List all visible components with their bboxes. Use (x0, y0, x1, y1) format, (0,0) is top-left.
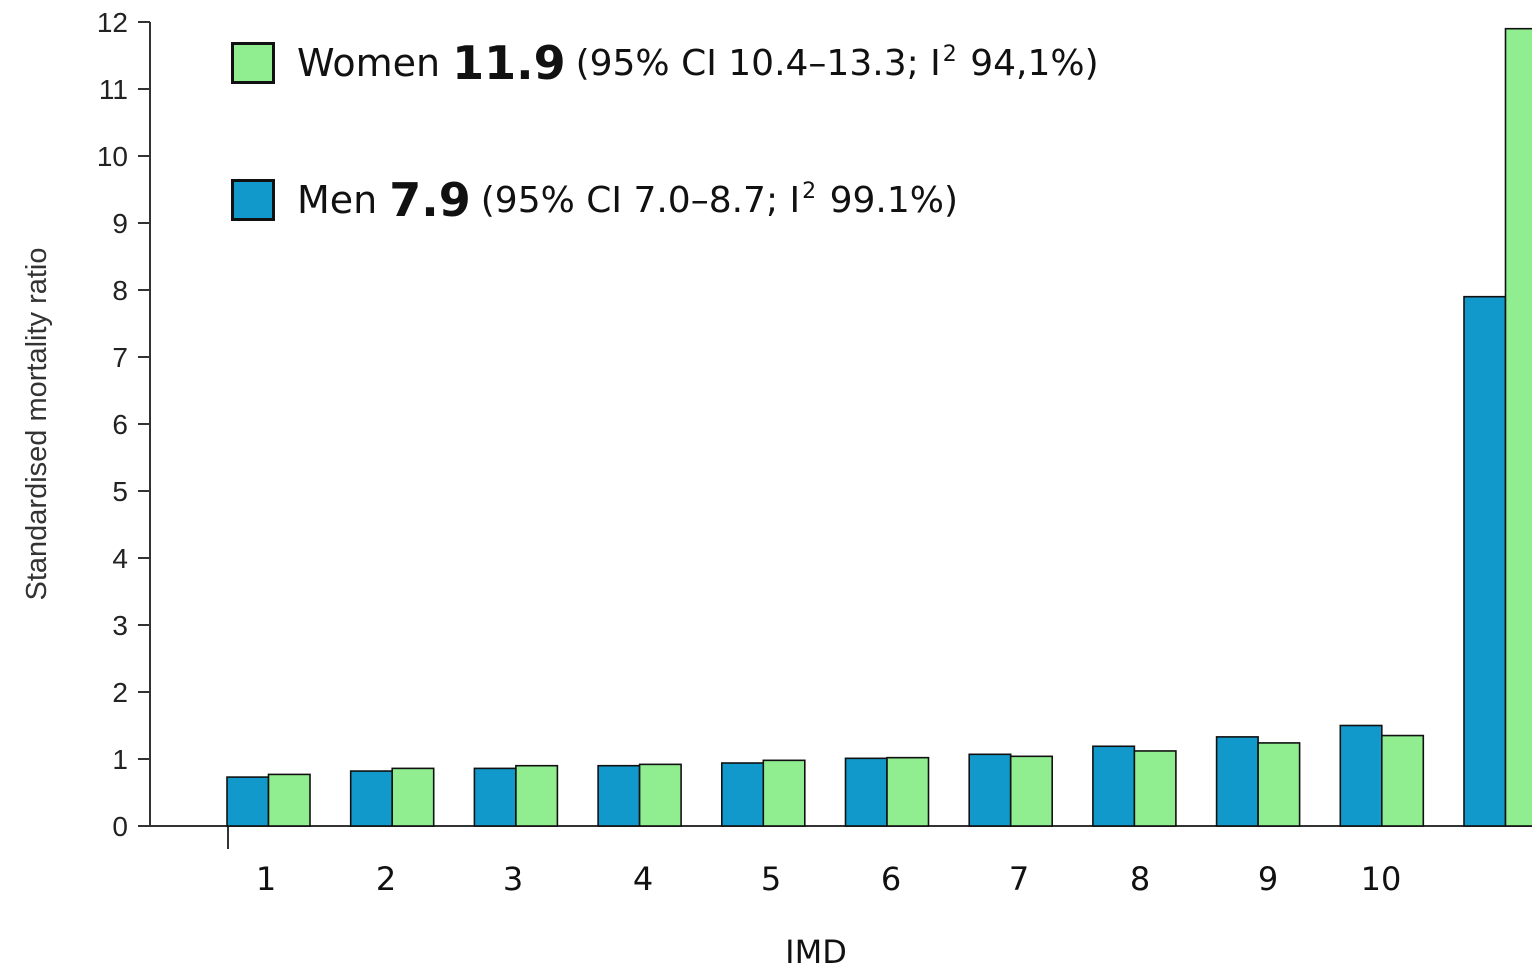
legend-label-men: Men (297, 178, 378, 222)
x-axis: 1 2 3 4 5 6 7 8 9 10 (150, 825, 1532, 898)
legend-ci-open-men: (95% CI 7.0–8.7; I (480, 179, 801, 221)
bar-men-3 (473, 767, 517, 827)
bar-women-10 (1381, 734, 1425, 827)
y-tick-label: 2 (112, 677, 128, 708)
bar-men-last (1463, 295, 1507, 827)
bar-women-8 (1133, 750, 1177, 827)
bar-women-4 (638, 763, 682, 827)
legend-value-women: 11.9 (452, 36, 566, 90)
bar-women-5 (762, 759, 806, 827)
bar-women-7 (1009, 755, 1054, 827)
legend-ci-close-men: 99.1%) (818, 179, 959, 221)
y-tick-label: 1 (112, 744, 128, 775)
x-tick-label: 2 (376, 860, 396, 898)
bar-men-2 (349, 770, 394, 827)
bars (226, 27, 1532, 827)
y-tick-label: 0 (112, 811, 128, 842)
x-axis-title: IMD (785, 933, 847, 971)
x-tick-label: 3 (503, 860, 523, 898)
legend-label-women: Women (297, 41, 441, 85)
bar-men-5 (720, 762, 765, 827)
y-tick-label: 9 (112, 208, 128, 239)
bar-women-2 (391, 767, 435, 827)
y-tick-label: 7 (112, 342, 128, 373)
x-tick-label: 7 (1009, 860, 1029, 898)
bar-women-3 (515, 764, 559, 827)
bar-men-7 (968, 753, 1012, 827)
y-tick-label: 11 (99, 74, 128, 105)
legend-ci-open-women: (95% CI 10.4–13.3; I (575, 42, 941, 84)
x-tick-label: 6 (881, 860, 901, 898)
x-tick-label: 4 (633, 860, 653, 898)
bar-men-6 (844, 757, 888, 827)
x-tick-label: 5 (761, 860, 781, 898)
bar-men-10 (1339, 724, 1383, 827)
legend-swatch-men (231, 179, 275, 221)
bar-men-9 (1215, 736, 1259, 827)
bar-men-8 (1092, 745, 1136, 827)
legend-ci-close-women: 94,1%) (958, 42, 1099, 84)
y-tick-label: 3 (112, 610, 128, 641)
x-tick-label: 1 (256, 860, 276, 898)
x-tick-label: 8 (1130, 860, 1150, 898)
bar-women-1 (267, 773, 311, 827)
y-tick-label: 12 (97, 7, 128, 38)
legend-swatch-women (231, 42, 275, 84)
legend-ci-sup-men: 2 (802, 178, 817, 204)
y-tick-label: 6 (112, 409, 128, 440)
y-tick-label: 8 (112, 275, 128, 306)
x-tick-label: 9 (1258, 860, 1278, 898)
legend-entry-women: Women 11.9 (95% CI 10.4–13.3; I2 94,1%) (231, 36, 1099, 90)
legend-ci-sup-women: 2 (942, 41, 957, 67)
bar-women-9 (1257, 742, 1301, 827)
x-tick-label: 10 (1361, 860, 1402, 898)
legend-ci-women: (95% CI 10.4–13.3; I2 94,1%) (575, 41, 1099, 84)
bar-men-4 (597, 764, 641, 827)
y-tick-label: 4 (112, 543, 128, 574)
y-tick-label: 10 (97, 141, 128, 172)
y-axis-title: Standardised mortality ratio (21, 248, 53, 601)
legend-value-men: 7.9 (389, 173, 471, 227)
bar-men-1 (226, 776, 270, 827)
bar-women-6 (886, 756, 930, 827)
legend-ci-men: (95% CI 7.0–8.7; I2 99.1%) (480, 178, 959, 221)
y-tick-label: 5 (112, 476, 128, 507)
legend-entry-men: Men 7.9 (95% CI 7.0–8.7; I2 99.1%) (231, 173, 958, 227)
bar-women-last (1504, 27, 1532, 827)
